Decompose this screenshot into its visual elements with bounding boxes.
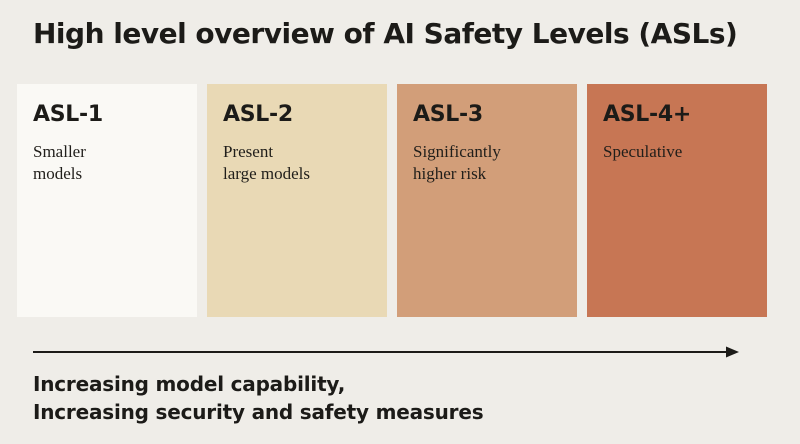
axis-labels: Increasing model capability, Increasing … (33, 370, 739, 426)
asl-level-name: ASL-3 (413, 102, 483, 127)
asl-card-1: ASL-1 Smaller models (17, 84, 197, 317)
asl-card-2: ASL-2 Present large models (207, 84, 387, 317)
axis-label-security: Increasing security and safety measures (33, 400, 484, 424)
axis-label-capability: Increasing model capability, (33, 372, 346, 396)
asl-level-description: Speculative (603, 142, 683, 161)
asl-card-4: ASL-4+ Speculative (587, 84, 767, 317)
page-title: High level overview of AI Safety Levels … (33, 17, 738, 50)
asl-level-description: Smaller models (33, 142, 86, 184)
asl-level-description: Present large models (223, 142, 311, 184)
asl-level-name: ASL-2 (223, 102, 293, 127)
asl-level-name: ASL-1 (33, 102, 103, 127)
asl-card-3: ASL-3 Significantly higher risk (397, 84, 577, 317)
asl-level-description: Significantly higher risk (413, 142, 501, 184)
arrow-right-icon (33, 346, 739, 358)
asl-cards: ASL-1 Smaller models ASL-2 Present large… (17, 84, 767, 317)
capability-axis: Increasing model capability, Increasing … (33, 345, 739, 426)
asl-level-name: ASL-4+ (603, 102, 691, 127)
